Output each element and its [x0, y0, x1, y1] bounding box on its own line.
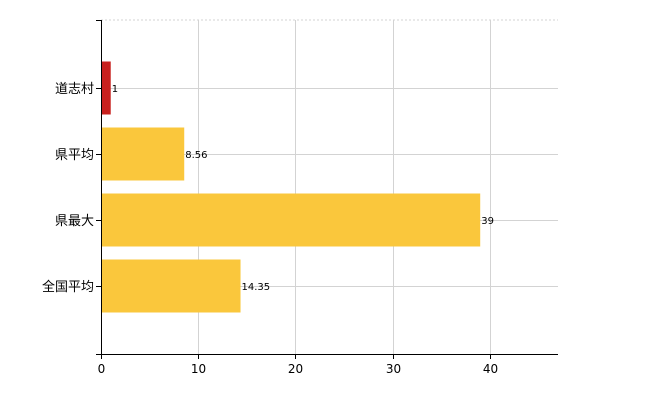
data-label-0: 1 [112, 84, 118, 95]
data-label-2: 39 [481, 216, 494, 227]
axes [96, 20, 558, 359]
x-tick-label-20: 20 [288, 362, 303, 376]
x-tick-label-10: 10 [191, 362, 206, 376]
category-label-0: 道志村 [55, 82, 94, 97]
bar-1 [101, 127, 185, 181]
x-tick-label-0: 0 [98, 362, 106, 376]
category-label-3: 全国平均 [42, 279, 94, 295]
x-tick-label-30: 30 [386, 362, 401, 376]
data-label-1: 8.56 [185, 150, 207, 161]
category-label-2: 県最大 [55, 214, 94, 229]
x-tick-label-40: 40 [483, 362, 498, 376]
bar-2 [101, 193, 481, 247]
bars [101, 61, 481, 313]
data-label-3: 14.35 [242, 282, 271, 293]
category-label-1: 県平均 [55, 148, 94, 163]
bar-3 [101, 259, 241, 313]
bar-0 [101, 61, 111, 115]
